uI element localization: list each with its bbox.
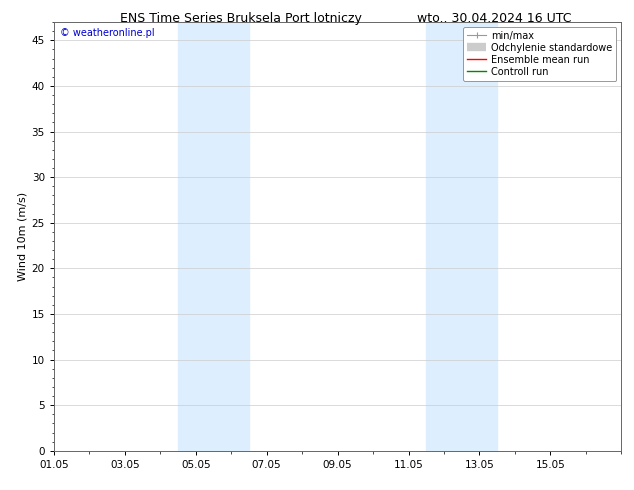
Text: ENS Time Series Bruksela Port lotniczy: ENS Time Series Bruksela Port lotniczy [120, 12, 362, 25]
Legend: min/max, Odchylenie standardowe, Ensemble mean run, Controll run: min/max, Odchylenie standardowe, Ensembl… [463, 27, 616, 80]
Bar [178, 22, 249, 451]
Text: wto.. 30.04.2024 16 UTC: wto.. 30.04.2024 16 UTC [417, 12, 572, 25]
Text: © weatheronline.pl: © weatheronline.pl [60, 28, 154, 39]
Bar [426, 22, 497, 451]
Y-axis label: Wind 10m (m/s): Wind 10m (m/s) [18, 192, 27, 281]
